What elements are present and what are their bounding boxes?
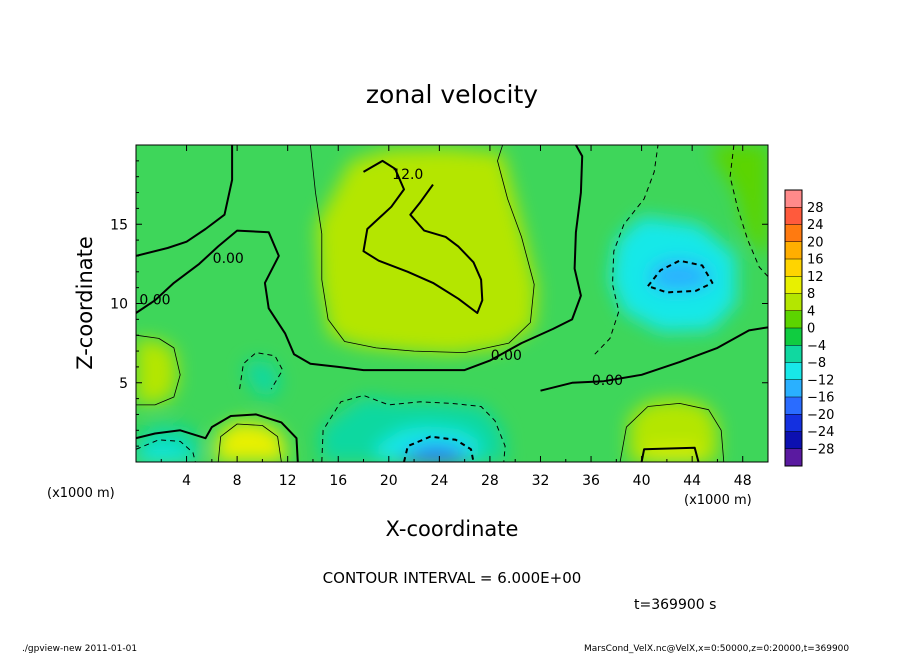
dashed-minus12-east: [647, 259, 714, 294]
colorbar-swatch: [785, 345, 802, 363]
twelve-contour: [362, 159, 484, 314]
x-tick-label: 40: [633, 473, 651, 489]
colorbar-label: −16: [807, 391, 834, 406]
colorbar-swatch: [785, 414, 802, 432]
colorbar: 28 24 20 16 12 8 4 0 −4 −8 −12 −16 −20 −24 −28: [784, 189, 834, 467]
thin-six-left: [136, 334, 181, 406]
x-unit-left: (x1000 m): [47, 486, 115, 501]
y-tick-label: 15: [110, 217, 128, 233]
colorbar-label: 20: [807, 235, 824, 250]
x-tick-label: 44: [683, 473, 701, 489]
colorbar-swatch: [785, 207, 802, 225]
colorbar-label: −20: [807, 408, 834, 423]
y-axis: 5 10 15: [110, 160, 768, 447]
colorbar-swatch: [785, 328, 802, 346]
contour-labels: 0.00 0.00 12.0 0.00 0.00: [139, 167, 623, 389]
field-near-surface-deep: [401, 444, 469, 462]
colorbar-label: −8: [807, 356, 826, 371]
field-surface-warm-right: [629, 398, 718, 462]
colorbar-swatch: [785, 259, 802, 277]
field-left-edge: [136, 338, 178, 405]
colorbar-label: 4: [807, 304, 815, 319]
contour-label-1: 0.00: [213, 251, 244, 267]
colorbar-swatch: [785, 448, 802, 467]
zero-contour-2: [136, 145, 234, 257]
contour-label-2: 12.0: [392, 167, 423, 183]
colorbar-label: 8: [807, 287, 815, 302]
x-unit-right: (x1000 m): [684, 493, 752, 508]
colorbar-swatch: [785, 276, 802, 294]
y-tick-label: 10: [110, 297, 128, 313]
y-axis-label: Z-coordinate: [73, 236, 97, 370]
colorbar-swatch: [785, 310, 802, 329]
footer-right: MarsCond_VelX.nc@VelX,x=0:50000,z=0:2000…: [584, 644, 849, 654]
field-near-surface-left-core: [136, 444, 193, 462]
colorbar-label: 16: [807, 253, 824, 268]
colorbar-label: −28: [807, 442, 834, 457]
colorbar-swatch: [785, 379, 802, 398]
x-axis: 4 8 12 16 20 24 28 32 36 40 44 48: [160, 145, 752, 489]
field-surface-warm-left-core: [230, 444, 275, 462]
colorbar-label: 12: [807, 270, 824, 285]
x-tick-label: 20: [380, 473, 398, 489]
colorbar-swatch: [785, 241, 802, 260]
x-tick-label: 8: [233, 473, 242, 489]
x-tick-label: 16: [329, 473, 347, 489]
surface-zero-left: [136, 413, 299, 462]
colorbar-swatch: [785, 431, 802, 450]
field-surface-warm-right-core: [645, 447, 701, 462]
colorbar-swatch: [785, 224, 802, 243]
field-easterly-inner: [647, 259, 714, 291]
x-axis-label: X-coordinate: [386, 517, 519, 541]
zero-contour-1: [136, 145, 584, 372]
chart-title: zonal velocity: [366, 80, 538, 109]
x-tick-label: 36: [582, 473, 600, 489]
colorbar-label: −4: [807, 339, 826, 354]
colorbar-swatch: [785, 190, 802, 208]
colorbar-label: −24: [807, 425, 834, 440]
dashed-minus6-east: [729, 145, 768, 277]
six-contour: [310, 145, 535, 353]
surface-zero-right: [640, 446, 700, 462]
dashed-minus6-east2: [594, 145, 659, 355]
footer-left: ./gpview-new 2011-01-01: [22, 644, 137, 654]
x-tick-label: 24: [430, 473, 448, 489]
field-right-edge-band: [711, 145, 768, 256]
field-weak-band: [316, 148, 537, 355]
contour-interval: CONTOUR INTERVAL = 6.000E+00: [323, 569, 582, 587]
x-tick-label: 4: [182, 473, 191, 489]
zero-contour-3: [540, 326, 768, 392]
y-tick-label: 5: [119, 376, 128, 392]
plot-area: 0.00 0.00 12.0 0.00 0.00: [136, 145, 768, 462]
colorbar-swatch: [785, 293, 802, 312]
thin-six-left-surface: [217, 423, 282, 462]
colorbar-label: −12: [807, 373, 834, 388]
colorbar-swatch: [785, 397, 802, 415]
colorbar-label: 0: [807, 322, 815, 337]
x-tick-label: 32: [532, 473, 550, 489]
colorbar-swatch: [785, 362, 802, 381]
dashed-minus6-mid: [239, 352, 284, 390]
x-tick-label: 12: [279, 473, 297, 489]
x-tick-label: 28: [481, 473, 499, 489]
thin-six-right-surface: [619, 403, 725, 462]
time-label: t=369900 s: [634, 597, 716, 613]
dashed-minus6-surface: [321, 394, 506, 462]
colorbar-label: 28: [807, 201, 824, 216]
color-fields: [136, 145, 768, 462]
dashed-minus6-left: [136, 439, 196, 462]
colorbar-label: 24: [807, 218, 824, 233]
contour-label-4: 0.00: [592, 373, 623, 389]
contour-label-3: 0.00: [491, 348, 522, 364]
dashed-minus12-surface: [403, 435, 475, 462]
contour-lines: [136, 145, 768, 462]
x-tick-label: 48: [734, 473, 752, 489]
contour-label-0: 0.00: [139, 292, 170, 308]
